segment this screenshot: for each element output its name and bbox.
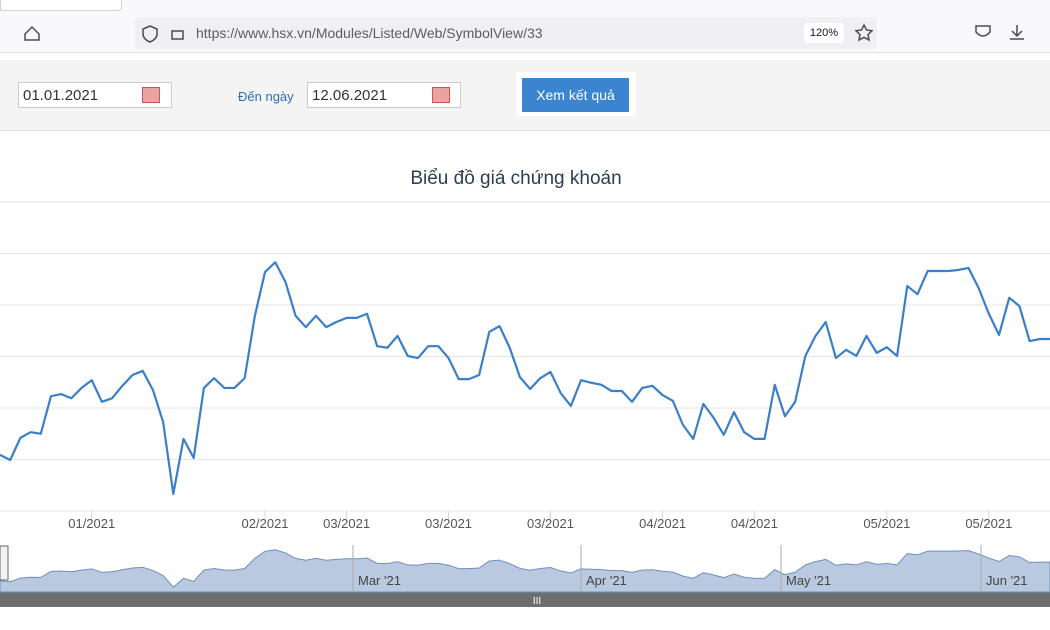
x-tick-label: 03/2021 xyxy=(323,516,370,531)
chart-title: Biểu đồ giá chứng khoán xyxy=(410,168,621,189)
navigator-label: May '21 xyxy=(786,573,831,588)
x-tick-label: 01/2021 xyxy=(68,516,115,531)
x-tick-label: 03/2021 xyxy=(425,516,472,531)
navigator-label: Jun '21 xyxy=(986,573,1028,588)
navigator-label: Apr '21 xyxy=(586,573,627,588)
toolbar-icons xyxy=(24,23,1024,43)
bookmark-icon[interactable] xyxy=(854,23,874,42)
submit-button[interactable]: Xem kết quả xyxy=(522,78,629,112)
calendar-icon[interactable] xyxy=(142,87,160,103)
x-tick-label: 02/2021 xyxy=(242,516,289,531)
x-tick-label: 05/2021 xyxy=(965,516,1012,531)
price-line xyxy=(0,261,1050,496)
navigator-label: Mar '21 xyxy=(358,573,401,588)
to-date-input[interactable]: 12.06.2021 xyxy=(307,82,461,108)
x-tick-label: 04/2021 xyxy=(731,516,778,531)
download-icon[interactable] xyxy=(1010,25,1024,40)
x-tick-label: 04/2021 xyxy=(639,516,686,531)
tab[interactable] xyxy=(0,0,122,11)
navigator-area xyxy=(0,549,1050,593)
calendar-icon[interactable] xyxy=(432,87,450,103)
scrollbar[interactable] xyxy=(0,592,1050,607)
to-label: Đến ngày xyxy=(238,89,294,104)
navigator-handle[interactable] xyxy=(0,545,9,581)
home-icon[interactable] xyxy=(24,25,40,41)
from-date-input[interactable]: 01.01.2021 xyxy=(18,82,172,108)
lock-icon xyxy=(171,30,184,40)
url-bar[interactable] xyxy=(135,17,877,49)
shield-icon xyxy=(142,25,158,43)
scrollbar-grip[interactable]: III xyxy=(533,596,541,607)
x-tick-label: 05/2021 xyxy=(863,516,910,531)
pocket-icon[interactable] xyxy=(975,25,991,37)
url[interactable]: https://www.hsx.vn/Modules/Listed/Web/Sy… xyxy=(196,25,543,41)
zoom-level[interactable]: 120% xyxy=(804,23,844,43)
x-tick-label: 03/2021 xyxy=(527,516,574,531)
